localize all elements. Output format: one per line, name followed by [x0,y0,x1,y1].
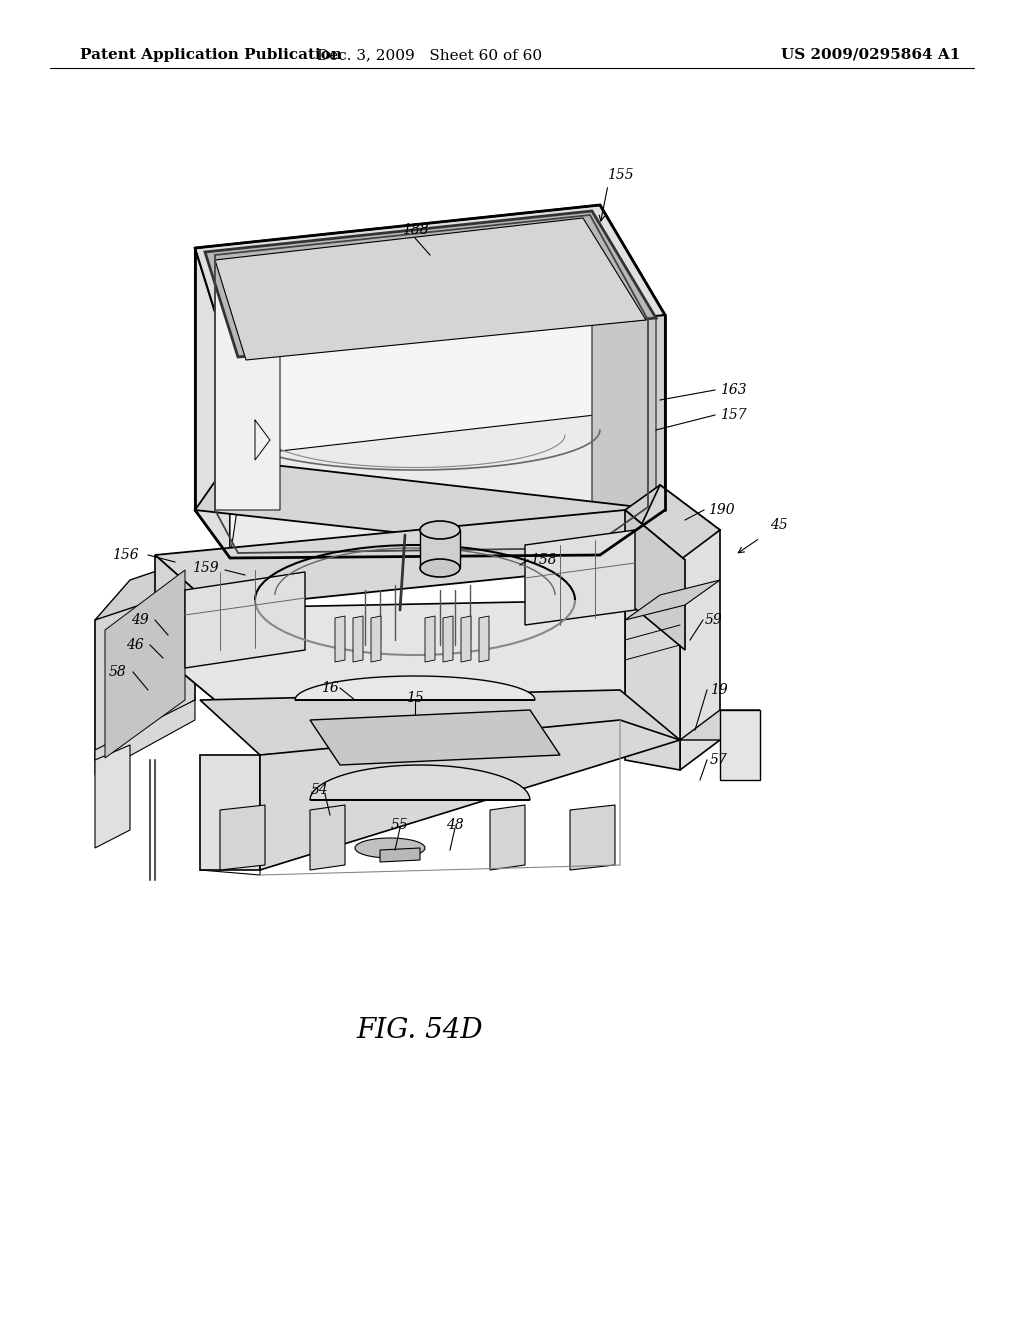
Polygon shape [680,710,760,741]
Text: 49: 49 [131,612,148,627]
Polygon shape [490,805,525,870]
Polygon shape [625,484,720,560]
Polygon shape [720,710,760,780]
Text: 158: 158 [530,553,557,568]
Polygon shape [525,531,635,624]
Polygon shape [215,255,280,510]
Text: 59: 59 [705,612,723,627]
Ellipse shape [420,558,460,577]
Text: 46: 46 [126,638,144,652]
Polygon shape [205,211,656,356]
Text: 57: 57 [710,752,728,767]
Polygon shape [420,531,460,568]
Polygon shape [310,766,530,800]
Text: 45: 45 [770,517,787,532]
Polygon shape [310,805,345,870]
Polygon shape [625,560,680,770]
Polygon shape [479,616,489,663]
Polygon shape [95,744,130,847]
Polygon shape [335,616,345,663]
Polygon shape [625,510,685,649]
Text: 156: 156 [112,548,138,562]
Polygon shape [220,805,265,870]
Text: 188: 188 [401,223,428,238]
Polygon shape [310,710,560,766]
Polygon shape [95,700,195,775]
Polygon shape [600,205,665,554]
Polygon shape [592,211,656,548]
Polygon shape [680,531,720,770]
Polygon shape [230,414,600,558]
Text: FIG. 54D: FIG. 54D [356,1016,483,1044]
Text: 163: 163 [720,383,746,397]
Text: 16: 16 [322,681,339,696]
Polygon shape [200,690,680,755]
Text: 157: 157 [720,408,746,422]
Text: 155: 155 [606,168,633,182]
Text: 58: 58 [110,665,127,678]
Polygon shape [260,719,680,870]
Polygon shape [195,248,230,558]
Text: Dec. 3, 2009   Sheet 60 of 60: Dec. 3, 2009 Sheet 60 of 60 [317,48,543,62]
Polygon shape [425,616,435,663]
Polygon shape [105,570,185,758]
Text: 19: 19 [710,682,728,697]
Text: 15: 15 [407,690,424,705]
Polygon shape [195,248,230,558]
Ellipse shape [420,521,460,539]
Polygon shape [380,847,420,862]
Ellipse shape [355,838,425,858]
Polygon shape [195,205,665,360]
Text: 190: 190 [708,503,734,517]
Text: 55: 55 [391,818,409,832]
Text: 54: 54 [311,783,329,797]
Polygon shape [461,616,471,663]
Polygon shape [371,616,381,663]
Polygon shape [95,558,195,620]
Polygon shape [625,484,720,560]
Text: Patent Application Publication: Patent Application Publication [80,48,342,62]
Polygon shape [353,616,362,663]
Text: 48: 48 [446,818,464,832]
Polygon shape [295,676,535,700]
Polygon shape [200,755,260,870]
Polygon shape [625,579,720,620]
Text: 159: 159 [191,561,218,576]
Polygon shape [215,218,646,360]
Polygon shape [570,805,615,870]
Polygon shape [95,558,195,760]
Polygon shape [230,310,600,558]
Polygon shape [443,616,453,663]
Text: US 2009/0295864 A1: US 2009/0295864 A1 [780,48,961,62]
Polygon shape [185,572,305,668]
Polygon shape [155,554,215,700]
Polygon shape [155,510,685,609]
Polygon shape [155,601,625,700]
Polygon shape [195,459,665,554]
